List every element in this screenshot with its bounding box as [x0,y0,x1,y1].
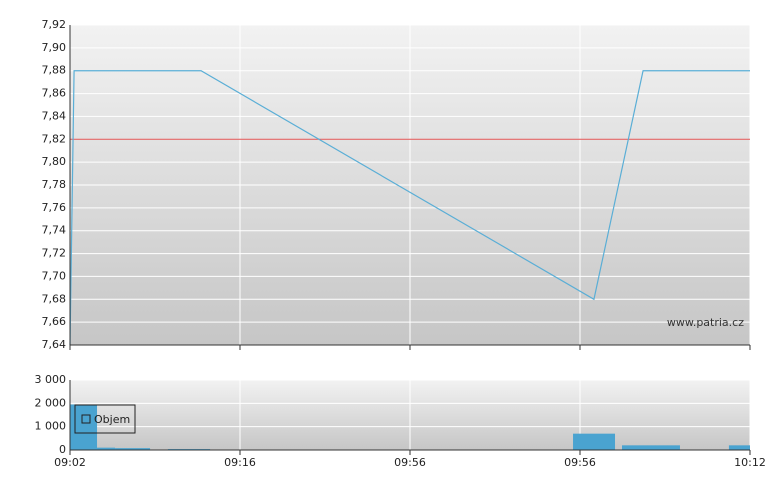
y-tick-label: 7,82 [42,132,67,145]
y-tick-label: 7,64 [42,338,67,351]
y-tick-label: 7,70 [42,269,67,282]
x-tick-label: 09:02 [54,456,86,469]
y-tick-label: 7,78 [42,178,67,191]
y-tick-label: 7,66 [42,315,67,328]
x-tick-label: 09:16 [224,456,256,469]
y-tick-label: 7,74 [42,224,67,237]
y-tick-label: 7,76 [42,201,67,214]
y-tick-label: 7,68 [42,292,67,305]
y-tick-label: 3 000 [35,373,67,386]
x-tick-label: 09:56 [564,456,596,469]
legend-swatch [81,414,91,424]
y-tick-label: 7,84 [42,109,67,122]
volume-bar [728,445,750,450]
y-tick-label: 2 000 [35,396,67,409]
y-tick-label: 0 [59,443,66,456]
y-tick-label: 7,72 [42,247,67,260]
y-tick-label: 7,90 [42,41,67,54]
volume-bar [97,447,116,450]
legend-box [74,404,136,434]
y-tick-label: 7,92 [42,18,67,31]
volume-bar [115,448,151,450]
price-line [69,70,750,346]
volume-bar [573,433,616,450]
y-tick-label: 7,80 [42,155,67,168]
x-tick-label: 10:12 [734,456,766,469]
volume-bar [621,445,680,450]
watermark: www.patria.cz [667,316,744,329]
volume-bar [70,404,98,450]
y-tick-label: 7,86 [42,87,67,100]
y-tick-label: 7,88 [42,64,67,77]
x-tick-label: 09:56 [394,456,426,469]
y-tick-label: 1 000 [35,420,67,433]
legend-label: Objem [94,413,130,426]
